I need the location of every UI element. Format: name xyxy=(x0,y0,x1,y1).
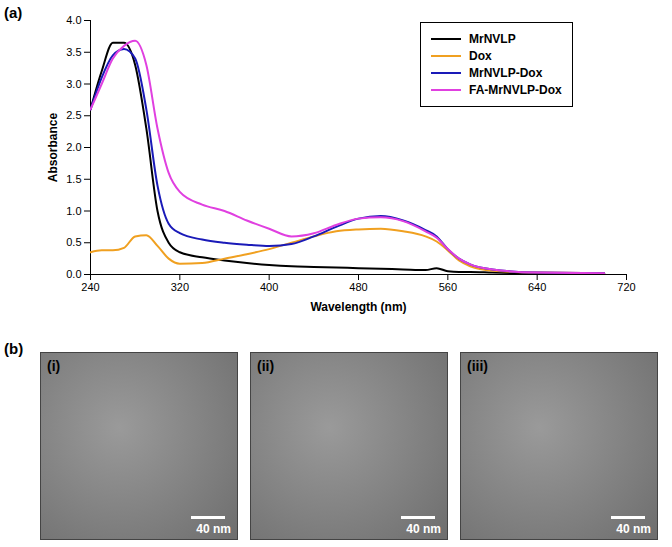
html-text:40 nm: 40 nm xyxy=(616,522,651,536)
html-text:(i): (i) xyxy=(47,358,61,374)
html-text:40 nm: 40 nm xyxy=(406,522,441,536)
html-text:Dox: Dox xyxy=(469,49,492,63)
html-text:FA-MrNVLP-Dox: FA-MrNVLP-Dox xyxy=(469,83,562,97)
html-text:MrNVLP-Dox: MrNVLP-Dox xyxy=(469,66,543,80)
svg-text:640: 640 xyxy=(528,281,546,293)
svg-text:2.5: 2.5 xyxy=(66,109,81,121)
svg-text:3.5: 3.5 xyxy=(66,46,81,58)
svg-text:2.0: 2.0 xyxy=(66,141,81,153)
svg-text:560: 560 xyxy=(439,281,457,293)
html-text:(b): (b) xyxy=(4,340,24,357)
svg-text:Wavelength (nm): Wavelength (nm) xyxy=(310,300,406,314)
svg-text:1.0: 1.0 xyxy=(66,205,81,217)
svg-text:3.0: 3.0 xyxy=(66,78,81,90)
svg-text:0.5: 0.5 xyxy=(66,236,81,248)
svg-text:240: 240 xyxy=(81,281,99,293)
svg-text:0.0: 0.0 xyxy=(66,268,81,280)
svg-text:4.0: 4.0 xyxy=(66,14,81,26)
svg-text:1.5: 1.5 xyxy=(66,173,81,185)
html-text:(ii): (ii) xyxy=(257,358,275,374)
svg-text:400: 400 xyxy=(260,281,278,293)
html-text:MrNVLP: MrNVLP xyxy=(469,32,516,46)
svg-text:Absorbance: Absorbance xyxy=(46,113,60,183)
svg-text:320: 320 xyxy=(171,281,189,293)
html-text:(iii): (iii) xyxy=(467,358,488,374)
svg-text:480: 480 xyxy=(349,281,367,293)
html-text:(a): (a) xyxy=(4,4,23,21)
svg-text:720: 720 xyxy=(617,281,635,293)
html-text:40 nm: 40 nm xyxy=(196,522,231,536)
